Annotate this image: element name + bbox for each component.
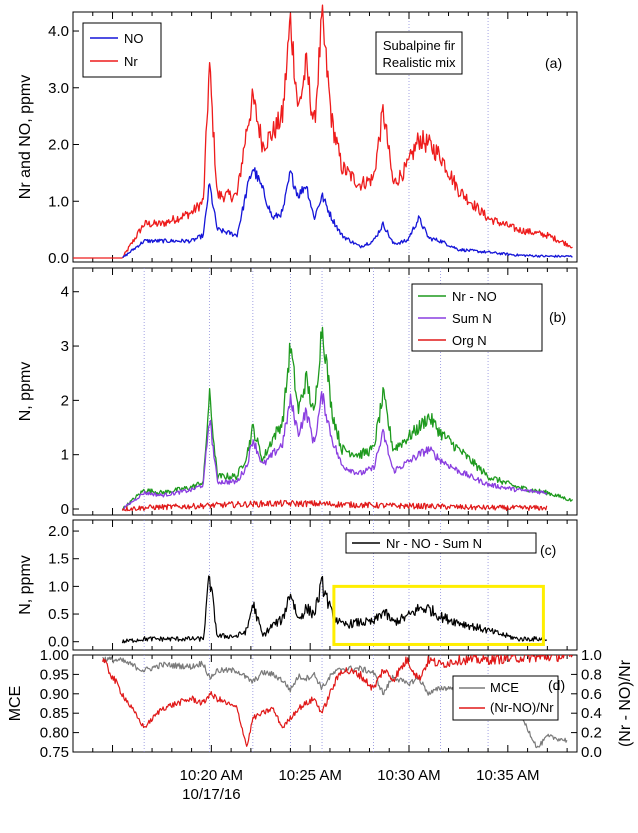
- y-tick-label: 2: [61, 392, 69, 409]
- y-tick-label: 0.5: [48, 606, 69, 623]
- legend-box: [345, 532, 537, 554]
- panel-d: 0.75 0.80 0.85 0.90 0.95 1.00 0.0 0.2 0.4 0.6 0.8 1…: [7, 647, 634, 761]
- x-tick-label: 10:35 AM: [476, 767, 539, 784]
- y-tick-label: 0.90: [40, 686, 69, 703]
- panel-label-b: (b): [549, 309, 566, 325]
- annotation-line-2: Realistic mix: [383, 55, 456, 70]
- legend-label: Nr - NO - Sum N: [386, 536, 482, 551]
- legend-d: MCE (Nr-NO)/Nr: [452, 675, 559, 721]
- annotation-line-1: Subalpine fir: [383, 38, 456, 53]
- legend-b: Nr - NO Sum N Org N: [411, 283, 543, 352]
- panel-b: 0 1 2 3 4 Nr - NO Sum N Org N (b) N, ppmv: [17, 267, 578, 518]
- annotation-box: [375, 31, 463, 75]
- y-tick-label: 1: [61, 447, 69, 464]
- legend-label-mce: MCE: [490, 680, 519, 695]
- x-date-label: 10/17/16: [182, 786, 240, 803]
- legend-c: Nr - NO - Sum N: [345, 532, 537, 554]
- series-org-n-line: [121, 499, 548, 512]
- plot-frame: [72, 267, 578, 516]
- panel-label-a: (a): [545, 55, 562, 71]
- y-tick-label: 1.0: [581, 647, 602, 664]
- y-axis-label-a: Nr and NO, ppmv: [17, 75, 34, 199]
- y-tick-label: 0.75: [40, 744, 69, 761]
- series-no-line: [122, 167, 573, 258]
- y-tick-label: 0: [61, 501, 69, 518]
- panel-label-c: (c): [540, 542, 556, 558]
- plot-frame: [72, 519, 578, 651]
- y-tick-label: 0.6: [581, 686, 602, 703]
- series-nr-line: [122, 4, 573, 259]
- y-tick-label: 0.85: [40, 705, 69, 722]
- y-tick-label: 0.0: [48, 250, 69, 267]
- y-axis-label-b: N, ppmv: [17, 362, 34, 422]
- x-tick-label: 10:30 AM: [377, 767, 440, 784]
- legend-label-no: NO: [124, 31, 144, 46]
- y-tick-label: 3.0: [48, 80, 69, 97]
- legend-label: Nr - NO: [452, 289, 497, 304]
- series-nr-minus-no-line: [121, 326, 574, 511]
- y-tick-label: 2.0: [48, 137, 69, 154]
- panel-a: 0.0 1.0 2.0 3.0 4.0 NO Nr Subalpine fir Realisti…: [17, 4, 578, 267]
- y-tick-label: 1.0: [48, 578, 69, 595]
- y-tick-label: 2.0: [48, 523, 69, 540]
- y-tick-label: 0.80: [40, 725, 69, 742]
- legend-a: NO Nr: [82, 22, 162, 78]
- annotation-a: Subalpine fir Realistic mix: [375, 31, 463, 75]
- y-tick-label: 0.0: [581, 744, 602, 761]
- y-axis-label-left-d: MCE: [7, 686, 24, 722]
- highlight-box: [332, 584, 545, 646]
- y-tick-label: 1.5: [48, 551, 69, 568]
- y-tick-label: 1.00: [40, 647, 69, 664]
- series-sum-n-line: [122, 391, 548, 510]
- series-ratio-line: [102, 655, 573, 747]
- y-tick-label: 1.0: [48, 193, 69, 210]
- y-tick-label: 0.4: [581, 705, 602, 722]
- legend-box: [452, 675, 559, 721]
- legend-box: [82, 22, 162, 78]
- legend-label-nr: Nr: [124, 54, 138, 69]
- y-tick-label: 0.95: [40, 666, 69, 683]
- x-axis: 10:20 AM 10:25 AM 10:30 AM 10:35 AM 10/17/16: [180, 767, 540, 803]
- plot-frame: [72, 654, 578, 753]
- y-axis-label-c: N, ppmv: [17, 555, 34, 615]
- y-axis-label-right-d: (Nr - NO)/Nr: [617, 659, 634, 747]
- y-tick-label: 0.2: [581, 725, 602, 742]
- plot-frame: [72, 11, 578, 263]
- panel-label-d: (d): [548, 677, 565, 693]
- y-tick-label: 0.0: [48, 634, 69, 651]
- x-tick-label: 10:25 AM: [278, 767, 341, 784]
- legend-label: Org N: [452, 333, 487, 348]
- y-tick-label: 4: [61, 284, 69, 301]
- y-tick-label: 3: [61, 338, 69, 355]
- y-tick-label: 0.8: [581, 666, 602, 683]
- legend-label-ratio: (Nr-NO)/Nr: [490, 700, 554, 715]
- y-tick-label: 4.0: [48, 23, 69, 40]
- legend-label: Sum N: [452, 311, 492, 326]
- x-tick-label: 10:20 AM: [180, 767, 243, 784]
- panel-c: 0.0 0.5 1.0 1.5 2.0 Nr - NO - Sum N (c) N, ppmv: [17, 519, 578, 651]
